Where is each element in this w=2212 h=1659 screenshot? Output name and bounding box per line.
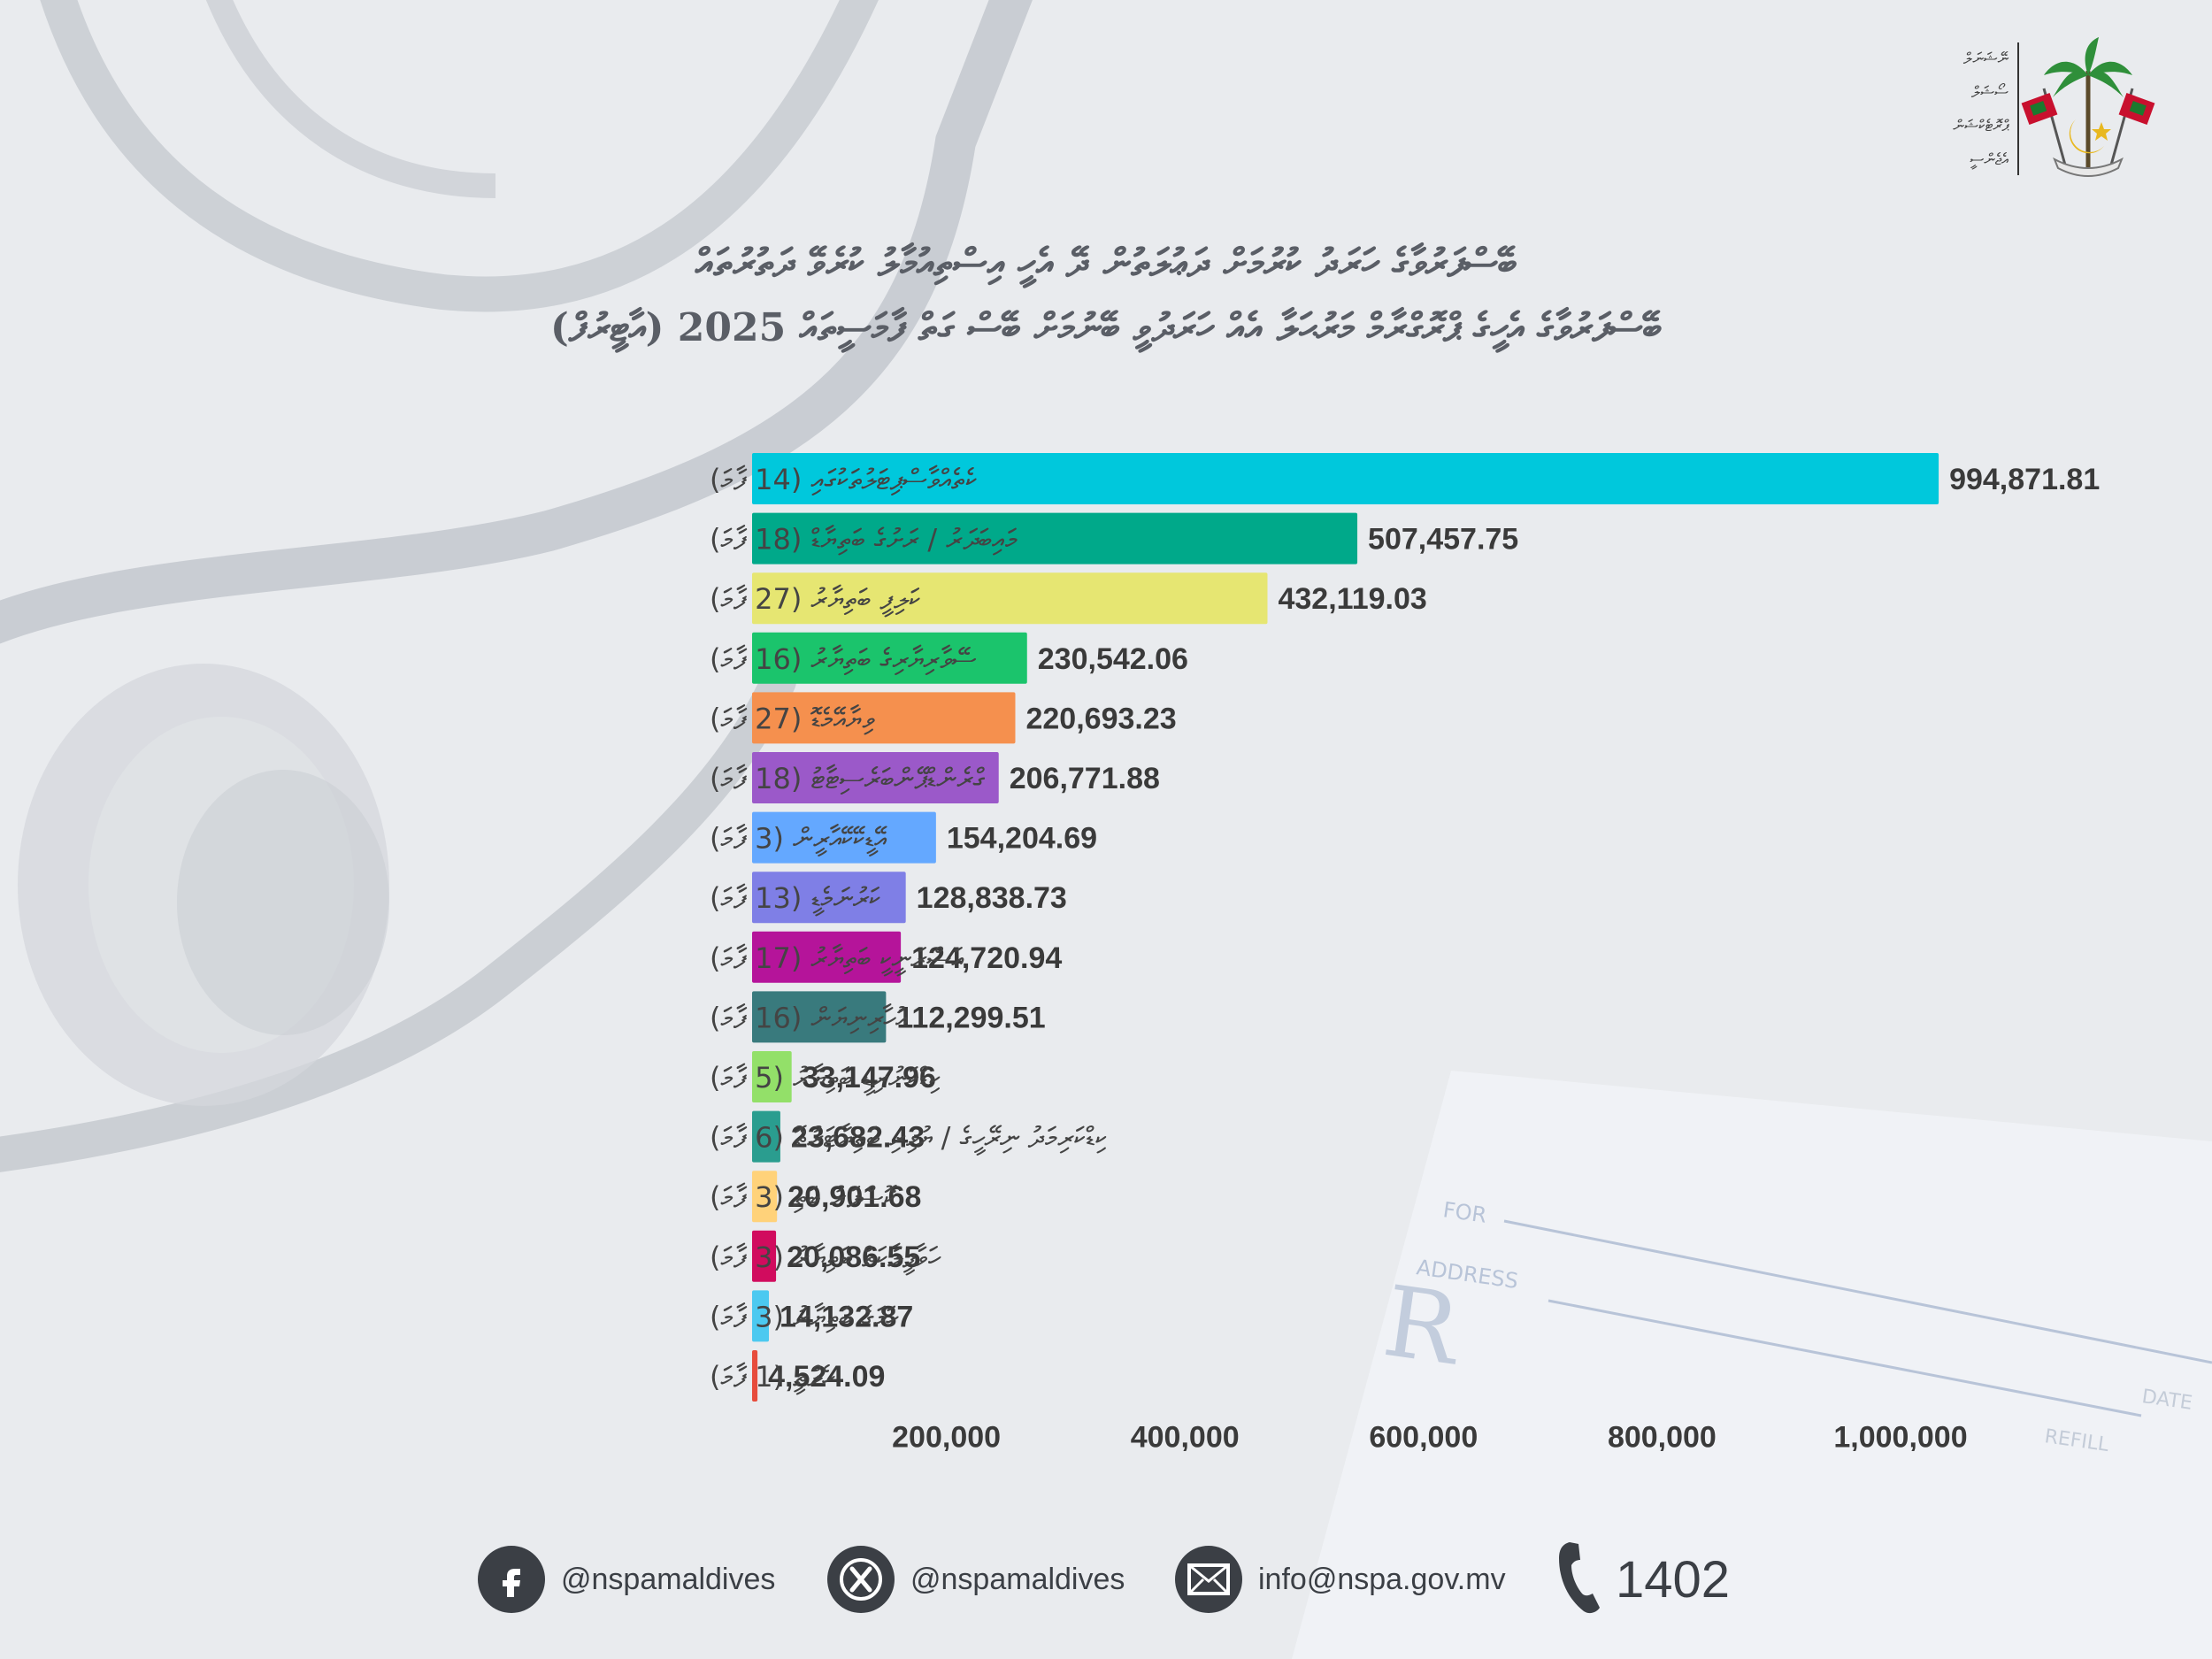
- bar: [752, 1230, 777, 1282]
- category-label: ކިޑްކަނުރިޑީ ބަތިޔާރު (5 ފާމަ): [710, 1061, 941, 1096]
- category-label: ގްރެންޑްޕޭންބަރެސިޓާޓު (18 ފާމަ): [710, 762, 986, 795]
- bar: [752, 991, 887, 1043]
- email-icon: [1175, 1546, 1242, 1613]
- category-label: ވިޔާއޭމެޑޮ (27 ފާމަ): [710, 702, 875, 735]
- bar-value-label: 206,771.88: [1010, 762, 1160, 795]
- category-label: ކެތެއްވާސްޕިޓަލުތަކުގައި (14 ފާމަ): [710, 463, 977, 496]
- x-icon: [827, 1546, 895, 1613]
- category-label: އުހާރިނިޔަން (16 ފާމަ): [710, 1001, 909, 1034]
- category-label: ކަލިފީ ބަތިޔާރު (27 ފާމަ): [710, 582, 920, 618]
- bar: [752, 1290, 770, 1342]
- phone-number: 1402: [1616, 1550, 1731, 1609]
- category-label: ސޭވާރިޔާރިގެ ބަތިޔާރު (16 ފާމަ): [710, 642, 977, 676]
- agency-name-line: ޕްރޮޓެކްޝަން: [1953, 117, 2008, 135]
- bar: [752, 1051, 792, 1102]
- facebook-handle: @nspamaldives: [561, 1562, 776, 1596]
- x-tick-label: 800,000: [1608, 1421, 1717, 1451]
- bar: [752, 872, 906, 924]
- bar-value-label: 220,693.23: [1025, 702, 1176, 735]
- category-label: ކޮސްފަރު ބަތި (3 ފާމަ): [710, 1180, 898, 1214]
- bar-chart: 994,871.81 ކެތެއްވާސްޕިޓަލުތަކުގައި (14 ފ…: [710, 453, 2100, 1451]
- category-label: ހެލްތީ (1 ފާމަ): [710, 1360, 835, 1395]
- email-address: info@nspa.gov.mv: [1258, 1562, 1506, 1596]
- logo-divider: [2017, 42, 2019, 175]
- bar: [752, 1350, 758, 1402]
- bar: [752, 572, 1268, 625]
- bar-value-label: 23,682.43: [791, 1121, 925, 1155]
- bar: [752, 931, 902, 983]
- bar: [752, 1171, 778, 1223]
- bar: [752, 692, 1016, 744]
- bar-value-label: 507,457.75: [1368, 523, 1518, 557]
- phone-contact[interactable]: 1402: [1557, 1540, 1730, 1619]
- chart-title-line-2: ބޭސްފަރުވާގެ އެހީގެ ޕްރޮގްރާމް މަރުޙަލާ …: [549, 305, 1663, 350]
- bar: [752, 752, 999, 803]
- x-tick-label: 400,000: [1131, 1421, 1240, 1451]
- agency-name-line: ސޯޝަލް: [1970, 83, 2008, 102]
- category-label: މައިބަދަރު / ރަށުގެ ބަތިޔާޑް (18 ފާމަ): [710, 523, 1018, 557]
- category-label: އޭޑީކޭކޭއާރީން (3 ފާމަ): [710, 822, 887, 857]
- facebook-icon: [478, 1546, 545, 1613]
- bar-value-label: 230,542.06: [1038, 642, 1188, 676]
- national-emblem-logo: [2021, 37, 2155, 177]
- bar: [752, 632, 1027, 684]
- phone-icon: [1557, 1540, 1603, 1618]
- bar-value-label: 4,524.09: [768, 1360, 885, 1394]
- bar: [752, 1110, 780, 1163]
- category-label: އަސްރަނީކީ ބަތިޔާރު (17 ފާމަ): [710, 941, 964, 977]
- category-label: ހަމަގެ ބަތިޔާރު (3 ފާމަ): [710, 1300, 899, 1333]
- facebook-contact[interactable]: @nspamaldives: [478, 1540, 775, 1619]
- bar: [752, 512, 1358, 565]
- bar-value-label: 154,204.69: [947, 822, 1097, 856]
- x-tick-label: 600,000: [1369, 1421, 1478, 1451]
- x-contact[interactable]: @nspamaldives: [827, 1540, 1125, 1619]
- svg-text:FOR: FOR: [1441, 1197, 1488, 1228]
- x-tick-label: 1,000,000: [1833, 1421, 1967, 1451]
- bar-value-label: 112,299.51: [896, 1001, 1045, 1034]
- x-handle: @nspamaldives: [910, 1562, 1125, 1596]
- bar-value-label: 20,901.68: [787, 1180, 921, 1214]
- agency-name: ނޭޝަނަލް ސޯޝަލް ޕްރޮޓެކްޝަން އެޖެންސީ: [1814, 42, 2008, 177]
- x-tick-label: 200,000: [892, 1421, 1001, 1451]
- agency-name-line: ނޭޝަނަލް: [1962, 50, 2008, 68]
- bar-value-label: 432,119.03: [1278, 582, 1426, 616]
- category-label: ހަވާޕީލާކަތް ބަތިޔާރު (3 ފާމަ): [710, 1240, 941, 1276]
- category-label: ކިޑްކަރިމަދު ނިރޭހީގެ / ޔުޅިރި ބަތިޔާޓަރ…: [710, 1121, 1107, 1156]
- bar-value-label: 128,838.73: [917, 881, 1067, 915]
- bar-value-label: 33,147.96: [803, 1061, 936, 1094]
- agency-name-line: އެޖެންސީ: [1970, 150, 2008, 169]
- bar: [752, 811, 936, 864]
- bar-value-label: 124,720.94: [911, 941, 1062, 975]
- bar: [752, 453, 1939, 504]
- bar-value-label: 14,132.87: [780, 1300, 913, 1333]
- bar-value-label: 20,086.55: [787, 1240, 920, 1274]
- bar-value-label: 994,871.81: [1949, 463, 2100, 496]
- category-label: ކަރުނަމެޑީ (13 ފާމަ): [710, 881, 880, 917]
- email-contact[interactable]: info@nspa.gov.mv: [1175, 1540, 1506, 1619]
- chart-title-line-1: ބޭސްފަރުވާގެ ހަރަދު ކުރުމަށް ދަޢުލަތުން …: [695, 241, 1517, 286]
